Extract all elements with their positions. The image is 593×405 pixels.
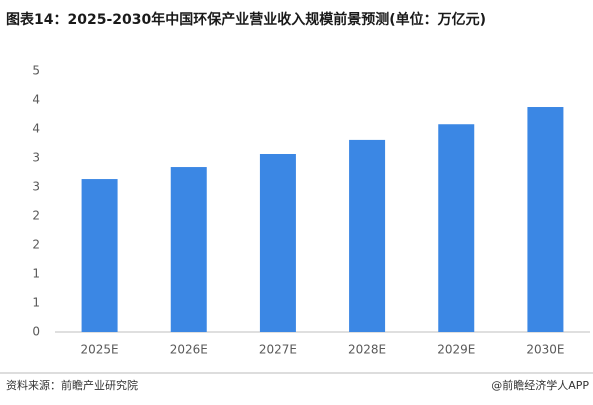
y-tick-label: 4	[32, 121, 40, 135]
x-tick-label: 2026E	[170, 343, 208, 357]
y-tick-label: 3	[32, 151, 40, 165]
bar	[259, 153, 296, 332]
bar	[349, 139, 386, 332]
bar	[438, 124, 475, 332]
y-tick-label: 2	[32, 237, 40, 251]
source: 资料来源：前瞻产业研究院	[6, 378, 138, 392]
x-tick-label: 2030E	[526, 343, 564, 357]
y-tick-label: 2	[32, 209, 40, 223]
y-tick-label: 5	[32, 64, 40, 78]
x-tick-label: 2028E	[348, 343, 386, 357]
bar	[170, 167, 207, 332]
credit: @前瞻经济学人APP	[491, 378, 589, 392]
y-tick-label: 1	[32, 267, 40, 281]
chart-title: 图表14：2025-2030年中国环保产业营业收入规模前景预测(单位：万亿元)	[6, 11, 486, 28]
y-tick-label: 4	[32, 93, 40, 107]
bar	[81, 179, 118, 332]
y-tick-label: 3	[32, 179, 40, 193]
y-tick-label: 1	[32, 295, 40, 309]
bar	[527, 107, 564, 332]
x-tick-label: 2027E	[259, 343, 297, 357]
x-tick-label: 2025E	[81, 343, 119, 357]
x-tick-label: 2029E	[437, 343, 475, 357]
y-tick-label: 0	[32, 325, 40, 339]
